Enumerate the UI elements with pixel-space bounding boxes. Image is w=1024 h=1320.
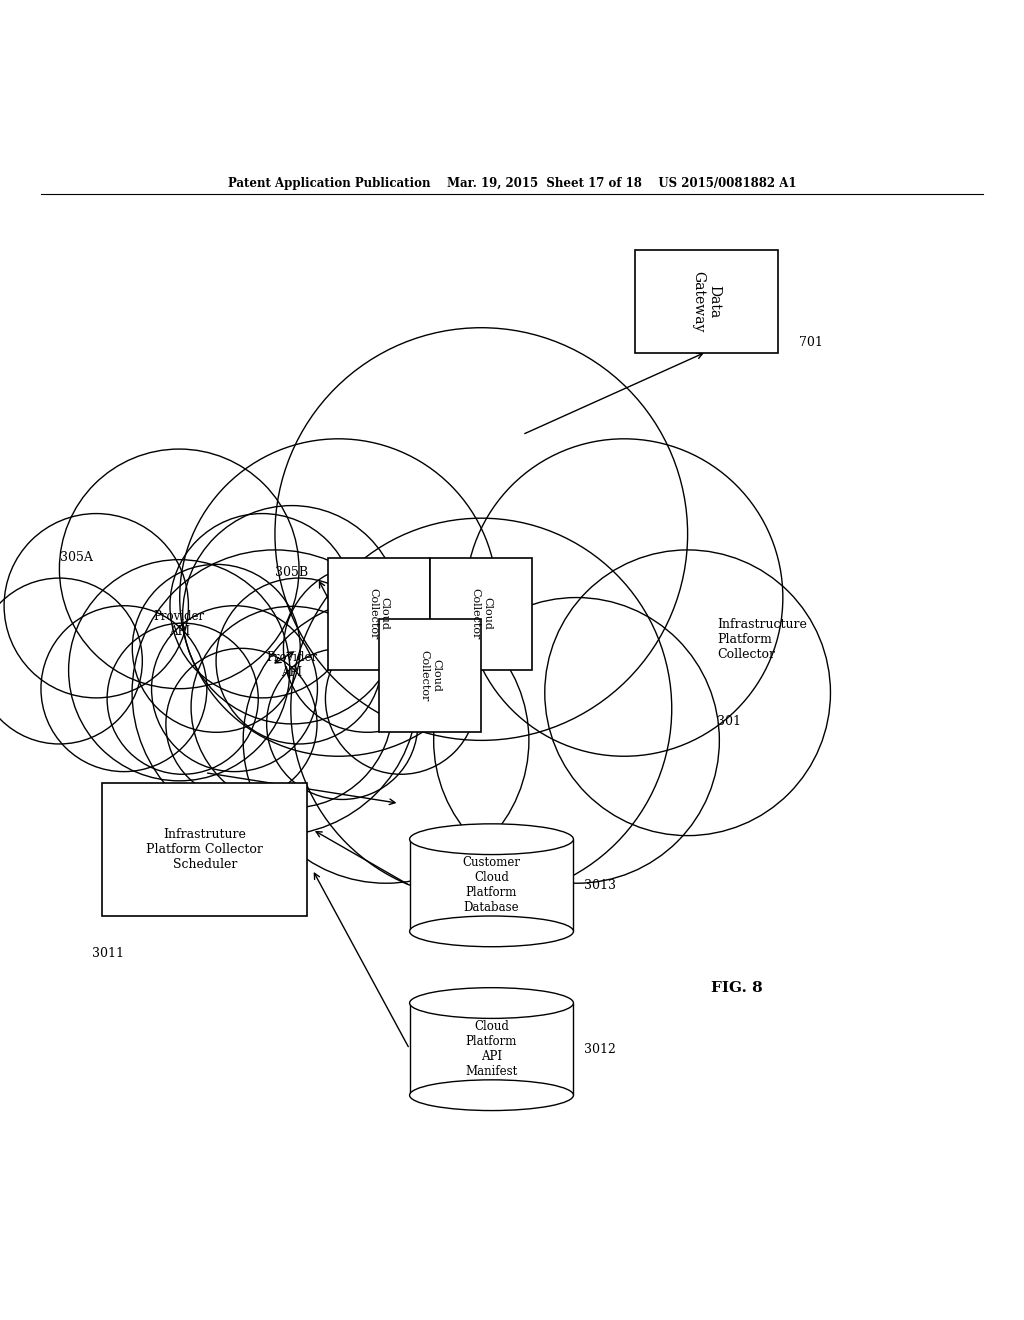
Text: 3012: 3012 <box>584 1043 615 1056</box>
Circle shape <box>69 560 290 781</box>
Text: Patent Application Publication    Mar. 19, 2015  Sheet 17 of 18    US 2015/00818: Patent Application Publication Mar. 19, … <box>227 177 797 190</box>
Text: Data
Gateway: Data Gateway <box>691 271 722 333</box>
FancyBboxPatch shape <box>102 783 307 916</box>
Circle shape <box>182 506 401 723</box>
Text: Cloud
Collector: Cloud Collector <box>368 589 390 640</box>
FancyBboxPatch shape <box>635 251 778 352</box>
Circle shape <box>180 438 498 756</box>
Circle shape <box>244 598 528 883</box>
FancyBboxPatch shape <box>328 557 430 671</box>
Ellipse shape <box>410 1080 573 1110</box>
Circle shape <box>132 550 418 836</box>
Bar <box>410 1003 573 1096</box>
Bar <box>410 840 573 932</box>
Circle shape <box>326 623 476 775</box>
FancyBboxPatch shape <box>430 557 532 671</box>
Ellipse shape <box>410 987 573 1019</box>
Text: Provider
API: Provider API <box>266 651 317 678</box>
Text: FIG. 8: FIG. 8 <box>712 981 763 995</box>
Text: 301: 301 <box>717 715 740 727</box>
Circle shape <box>108 623 258 775</box>
Circle shape <box>132 565 300 733</box>
Ellipse shape <box>410 824 573 854</box>
Ellipse shape <box>410 916 573 946</box>
Circle shape <box>59 449 299 689</box>
Circle shape <box>4 513 188 698</box>
Text: Cloud
Collector: Cloud Collector <box>470 589 493 640</box>
Text: 3011: 3011 <box>92 946 124 960</box>
Circle shape <box>166 648 317 800</box>
FancyBboxPatch shape <box>379 619 481 731</box>
Circle shape <box>465 438 782 756</box>
Text: Cloud
Collector: Cloud Collector <box>419 649 441 701</box>
Circle shape <box>545 550 830 836</box>
Text: 305B: 305B <box>275 566 308 579</box>
Text: Infrastruture
Platform Collector
Scheduler: Infrastruture Platform Collector Schedul… <box>146 828 263 871</box>
Circle shape <box>284 565 452 733</box>
Circle shape <box>170 513 354 698</box>
Text: Customer
Cloud
Platform
Database: Customer Cloud Platform Database <box>463 857 520 915</box>
Text: Provider
API: Provider API <box>154 610 205 638</box>
Circle shape <box>291 519 672 899</box>
Circle shape <box>434 598 719 883</box>
Text: 305A: 305A <box>60 552 93 564</box>
Text: 3014: 3014 <box>416 737 444 747</box>
Text: 701: 701 <box>799 337 822 348</box>
Circle shape <box>266 648 418 800</box>
Text: Infrastructure
Platform
Collector: Infrastructure Platform Collector <box>717 618 807 661</box>
Circle shape <box>216 578 382 744</box>
Text: 3013: 3013 <box>584 879 615 892</box>
Circle shape <box>0 578 142 744</box>
Circle shape <box>152 606 317 772</box>
Circle shape <box>41 606 207 772</box>
Circle shape <box>191 606 392 808</box>
Text: Cloud
Platform
API
Manifest: Cloud Platform API Manifest <box>465 1020 518 1078</box>
Circle shape <box>274 327 688 741</box>
